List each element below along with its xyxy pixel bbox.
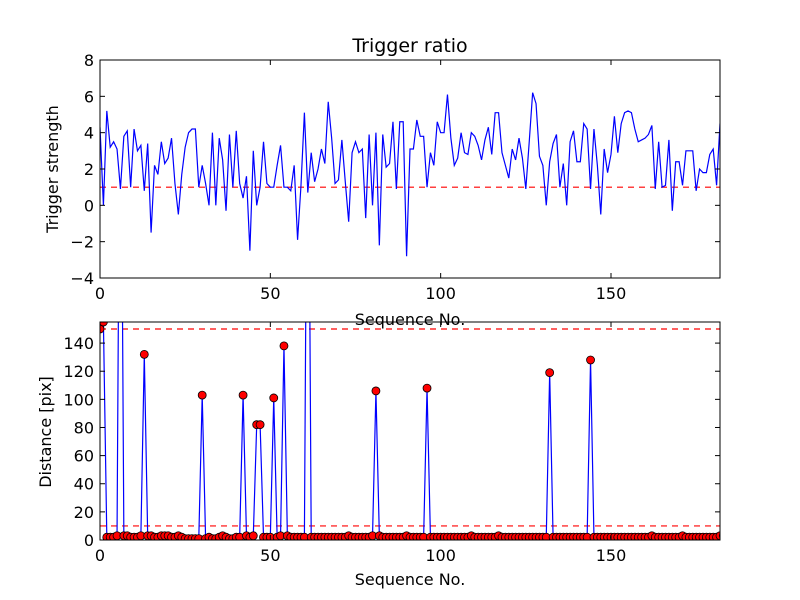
y-tick-label: 6 <box>84 87 94 106</box>
x-axis-label: Sequence No. <box>355 310 466 329</box>
data-point-marker <box>586 355 595 365</box>
data-point-marker <box>269 393 279 403</box>
data-point-marker <box>238 390 248 400</box>
data-point-marker <box>545 368 555 378</box>
y-tick-label: 120 <box>63 362 94 381</box>
y-tick-label: 100 <box>63 390 94 409</box>
y-tick-label: 60 <box>74 447 94 466</box>
data-point-marker <box>279 341 289 351</box>
data-point-marker <box>255 420 265 430</box>
data-point-marker <box>715 531 720 540</box>
x-tick-label: 0 <box>95 546 105 565</box>
x-tick-label: 100 <box>425 546 456 565</box>
x-tick-label: 150 <box>596 546 627 565</box>
y-tick-label: 0 <box>84 531 94 550</box>
y-axis-label: Distance [pix] <box>36 376 55 488</box>
y-tick-label: 0 <box>84 196 94 215</box>
series-line <box>100 92 720 257</box>
x-tick-label: 50 <box>260 284 280 303</box>
x-tick-label: 0 <box>95 284 105 303</box>
data-point-marker <box>139 349 149 359</box>
data-point-marker <box>248 531 258 540</box>
y-tick-label: −4 <box>70 269 94 288</box>
y-tick-label: −2 <box>70 233 94 252</box>
x-tick-label: 150 <box>596 284 627 303</box>
data-point-marker <box>371 386 381 396</box>
y-tick-label: 80 <box>74 418 94 437</box>
plot-frame <box>99 321 721 541</box>
y-tick-label: 4 <box>84 124 94 143</box>
x-tick-label: 100 <box>425 284 456 303</box>
data-point-marker <box>100 322 108 327</box>
chart-title: Trigger ratio <box>351 35 467 57</box>
data-point-marker <box>422 383 432 393</box>
trigger-ratio-panel: Trigger ratio Trigger strength Sequence … <box>43 35 721 329</box>
plot-area <box>100 322 720 540</box>
y-tick-label: 40 <box>74 475 94 494</box>
x-tick-label: 50 <box>260 546 280 565</box>
x-axis-label: Sequence No. <box>355 570 466 589</box>
y-axis-label: Trigger strength <box>43 105 62 234</box>
distance-panel: Distance [pix] Sequence No. 0 50 100 150 0 20… <box>36 321 721 589</box>
y-tick-label: 20 <box>74 503 94 522</box>
y-tick-label: 140 <box>63 334 94 353</box>
plot-area <box>100 92 720 257</box>
y-tick-label: 8 <box>84 51 94 70</box>
data-point-marker <box>100 324 105 334</box>
y-tick-label: 2 <box>84 160 94 179</box>
data-point-marker <box>197 390 207 400</box>
